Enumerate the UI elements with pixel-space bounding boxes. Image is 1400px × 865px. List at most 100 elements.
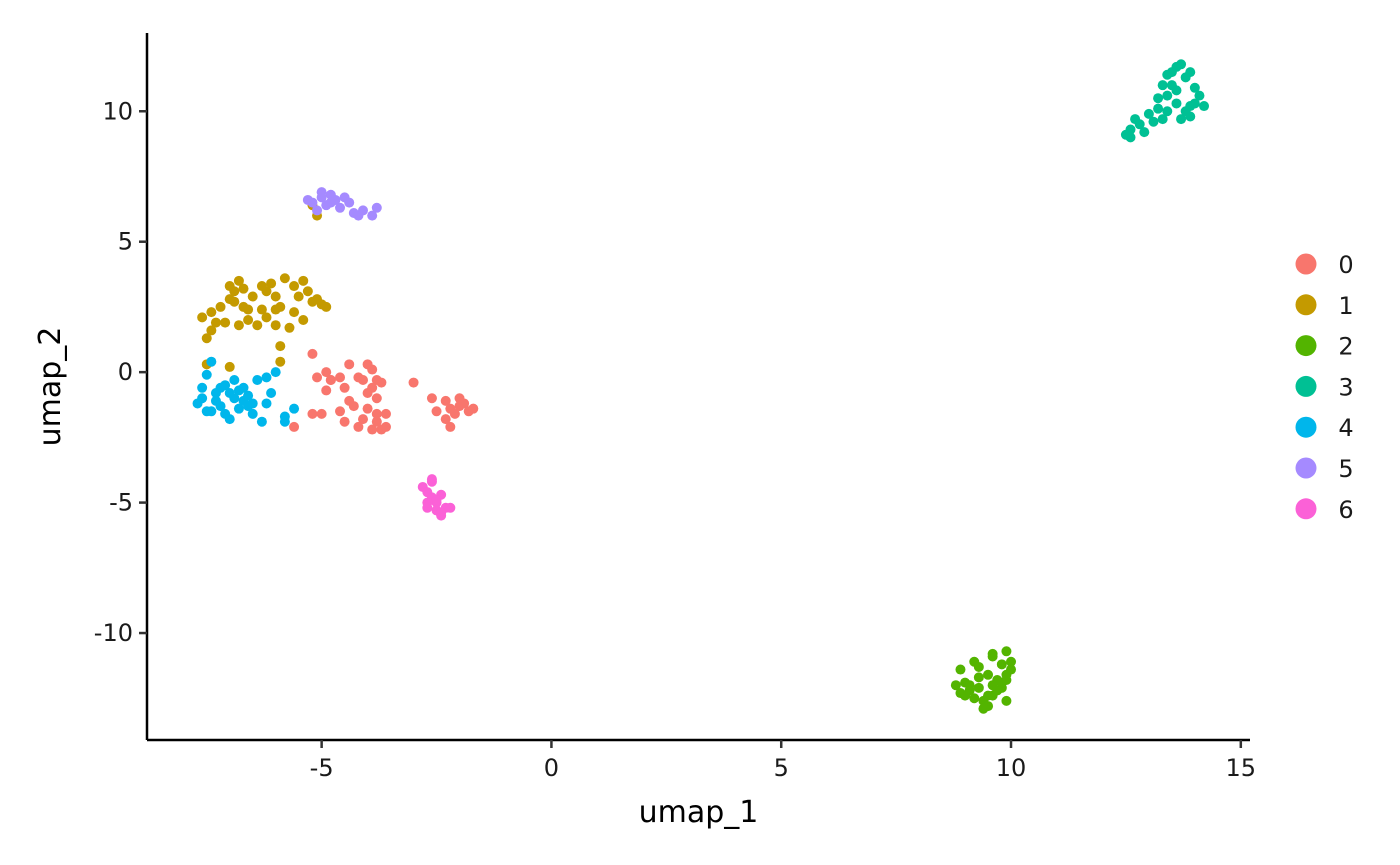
- point-cluster-3: [1176, 114, 1187, 125]
- point-cluster-3: [1194, 90, 1205, 101]
- point-cluster-3: [1176, 59, 1187, 70]
- point-cluster-3: [1125, 124, 1136, 135]
- legend-label: 1: [1338, 292, 1353, 320]
- point-cluster-2: [983, 669, 994, 680]
- point-cluster-4: [247, 408, 258, 419]
- point-cluster-1: [302, 286, 313, 297]
- point-cluster-1: [197, 312, 208, 323]
- point-cluster-5: [358, 205, 369, 216]
- point-cluster-0: [367, 382, 378, 393]
- legend-key-3: [1295, 375, 1317, 397]
- point-cluster-0: [454, 393, 465, 404]
- point-cluster-2: [987, 680, 998, 691]
- point-cluster-4: [224, 414, 235, 425]
- legend-key-6: [1295, 498, 1317, 520]
- point-cluster-2: [1001, 646, 1012, 657]
- legend-label: 4: [1338, 414, 1353, 442]
- point-cluster-6: [445, 502, 456, 513]
- point-cluster-1: [284, 322, 295, 333]
- point-cluster-1: [229, 296, 240, 307]
- point-cluster-1: [224, 361, 235, 372]
- point-cluster-2: [973, 661, 984, 672]
- point-cluster-4: [270, 367, 281, 378]
- point-cluster-4: [229, 374, 240, 385]
- point-cluster-4: [201, 369, 212, 380]
- y-tick-label: 0: [118, 358, 133, 386]
- point-cluster-3: [1171, 85, 1182, 96]
- point-cluster-3: [1189, 82, 1200, 93]
- x-tick-label: 0: [544, 754, 559, 782]
- point-cluster-0: [440, 395, 451, 406]
- point-cluster-5: [371, 202, 382, 213]
- point-cluster-0: [344, 395, 355, 406]
- point-cluster-0: [344, 359, 355, 370]
- point-cluster-4: [289, 403, 300, 414]
- y-axis-title: umap_2: [33, 327, 68, 447]
- point-cluster-3: [1157, 80, 1168, 91]
- legend-key-5: [1295, 457, 1317, 479]
- x-tick-label: 5: [774, 754, 789, 782]
- point-cluster-6: [426, 476, 437, 487]
- point-cluster-0: [449, 408, 460, 419]
- point-cluster-1: [289, 307, 300, 318]
- point-cluster-0: [371, 408, 382, 419]
- x-tick-label: 10: [996, 754, 1027, 782]
- point-cluster-1: [298, 314, 309, 325]
- y-axis-ticks: -10 -5 0 5 10: [94, 97, 147, 647]
- point-cluster-1: [243, 314, 254, 325]
- point-cluster-1: [321, 301, 332, 312]
- point-cluster-0: [307, 348, 318, 359]
- point-cluster-5: [316, 192, 327, 203]
- point-cluster-1: [261, 286, 272, 297]
- point-cluster-0: [362, 403, 373, 414]
- point-cluster-2: [983, 690, 994, 701]
- point-cluster-3: [1143, 108, 1154, 119]
- point-cluster-5: [307, 197, 318, 208]
- point-cluster-4: [261, 372, 272, 383]
- point-cluster-1: [224, 281, 235, 292]
- point-cluster-0: [339, 416, 350, 427]
- point-cluster-1: [279, 273, 290, 284]
- point-cluster-2: [950, 680, 961, 691]
- point-cluster-3: [1157, 114, 1168, 125]
- point-cluster-2: [1006, 656, 1017, 667]
- x-tick-label: 15: [1226, 754, 1257, 782]
- point-cluster-0: [289, 421, 300, 432]
- point-cluster-3: [1153, 93, 1164, 104]
- point-cluster-1: [233, 275, 244, 286]
- point-cluster-5: [312, 205, 323, 216]
- point-cluster-1: [307, 296, 318, 307]
- y-tick-label: -10: [94, 619, 133, 647]
- point-cluster-1: [238, 301, 249, 312]
- point-cluster-1: [261, 312, 272, 323]
- point-cluster-0: [307, 408, 318, 419]
- legend-key-0: [1295, 253, 1317, 275]
- legend-label: 0: [1338, 251, 1353, 279]
- point-cluster-0: [325, 374, 336, 385]
- point-cluster-1: [270, 304, 281, 315]
- point-cluster-3: [1125, 132, 1136, 143]
- y-tick-label: 5: [118, 228, 133, 256]
- point-cluster-5: [367, 210, 378, 221]
- point-cluster-6: [436, 508, 447, 519]
- point-cluster-1: [293, 291, 304, 302]
- point-cluster-3: [1185, 101, 1196, 112]
- point-cluster-1: [298, 275, 309, 286]
- point-cluster-3: [1171, 98, 1182, 109]
- legend-key-4: [1295, 416, 1317, 438]
- point-cluster-4: [261, 398, 272, 409]
- point-cluster-2: [973, 672, 984, 683]
- point-cluster-0: [426, 393, 437, 404]
- point-cluster-5: [325, 197, 336, 208]
- point-cluster-1: [289, 281, 300, 292]
- point-cluster-1: [206, 325, 217, 336]
- point-cluster-1: [275, 356, 286, 367]
- x-axis-ticks: -5 0 5 10 15: [310, 740, 1256, 782]
- point-cluster-0: [358, 414, 369, 425]
- point-cluster-0: [358, 374, 369, 385]
- point-cluster-3: [1134, 119, 1145, 130]
- point-cluster-4: [238, 382, 249, 393]
- point-cluster-2: [1006, 664, 1017, 675]
- point-cluster-2: [1001, 674, 1012, 685]
